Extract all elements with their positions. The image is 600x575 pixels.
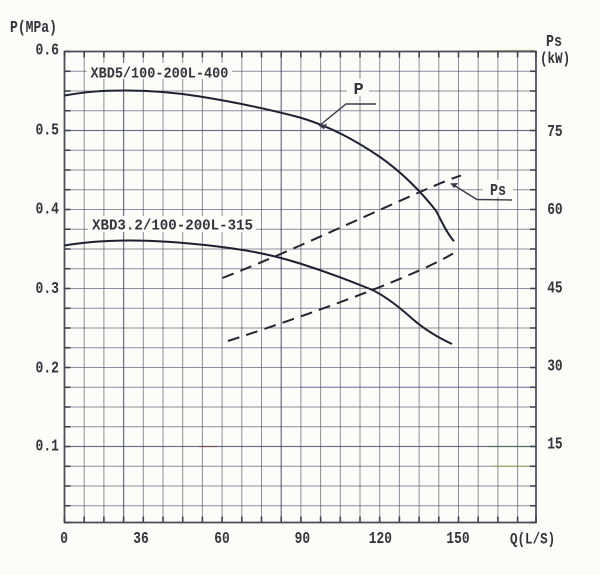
- svg-text:XBD3.2/100-200L-315: XBD3.2/100-200L-315: [92, 218, 253, 234]
- svg-text:P(MPa): P(MPa): [10, 20, 57, 38]
- svg-text:60: 60: [214, 531, 230, 549]
- svg-text:0.6: 0.6: [36, 42, 60, 60]
- svg-text:150: 150: [446, 531, 469, 549]
- svg-text:0.1: 0.1: [36, 438, 60, 456]
- svg-text:60: 60: [547, 202, 563, 220]
- svg-text:XBD5/100-200L-400: XBD5/100-200L-400: [91, 66, 229, 83]
- svg-text:Ps: Ps: [490, 182, 506, 201]
- svg-text:0.5: 0.5: [36, 122, 60, 140]
- svg-text:0.4: 0.4: [36, 201, 60, 219]
- svg-text:36: 36: [133, 531, 149, 549]
- svg-text:75: 75: [547, 124, 563, 142]
- svg-text:90: 90: [295, 531, 311, 549]
- svg-text:P: P: [354, 81, 364, 100]
- svg-text:120: 120: [369, 531, 392, 549]
- svg-text:0: 0: [60, 531, 68, 549]
- svg-text:30: 30: [547, 358, 563, 376]
- svg-text:0.2: 0.2: [36, 360, 60, 378]
- svg-text:45: 45: [547, 280, 563, 298]
- svg-text:Q(L/S): Q(L/S): [510, 531, 555, 549]
- svg-text:(kW): (kW): [540, 51, 570, 69]
- svg-text:Ps: Ps: [546, 33, 562, 52]
- svg-text:15: 15: [547, 436, 563, 454]
- svg-text:0.3: 0.3: [36, 281, 60, 299]
